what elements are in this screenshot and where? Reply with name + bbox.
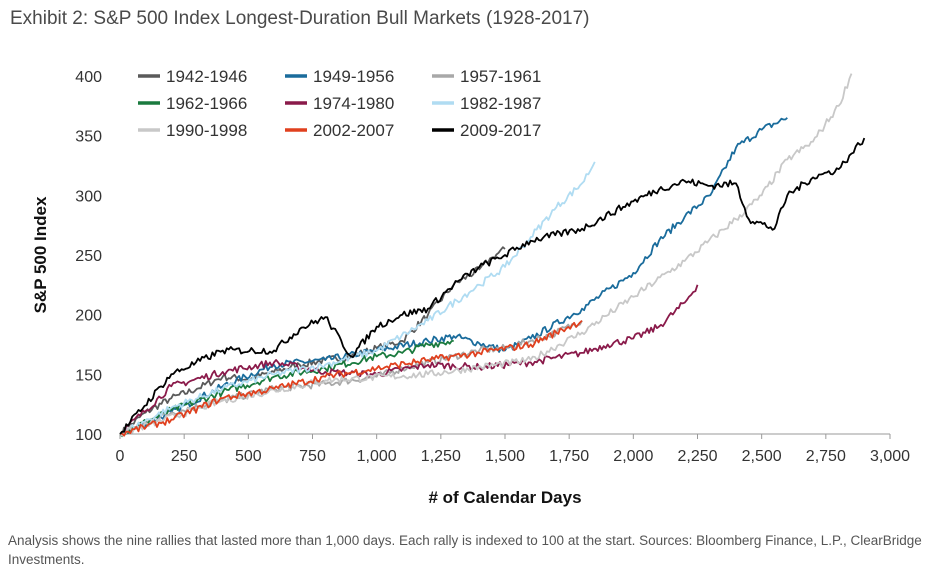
x-tick-label: 1,750 — [549, 448, 589, 465]
series-layer — [119, 73, 866, 438]
legend-label: 1962-1966 — [166, 94, 247, 113]
x-tick-label: 2,250 — [677, 448, 717, 465]
series-line-2002-2007 — [119, 319, 583, 437]
series-line-2009-2017 — [119, 137, 866, 435]
legend-label: 1949-1956 — [313, 67, 394, 86]
y-tick-label: 100 — [75, 427, 102, 444]
series-line-1949-1956 — [119, 117, 788, 436]
series-line-1974-1980 — [119, 284, 699, 436]
legend-label: 1982-1987 — [460, 94, 541, 113]
legend-label: 1957-1961 — [460, 67, 541, 86]
x-tick-label: 0 — [116, 448, 125, 465]
legend-label: 2009-2017 — [460, 121, 541, 140]
legend-label: 1990-1998 — [166, 121, 247, 140]
legend-label: 1974-1980 — [313, 94, 394, 113]
chart-title: Exhibit 2: S&P 500 Index Longest-Duratio… — [10, 8, 590, 29]
axes: 0 250 500 750 1,000 1,250 1,500 1,750 2,000 2,250… — [75, 69, 910, 465]
legend-label: 2002-2007 — [313, 121, 394, 140]
series-line-1957-1961 — [119, 320, 583, 436]
x-tick-label: 2,000 — [613, 448, 653, 465]
chart-canvas: 0 250 500 750 1,000 1,250 1,500 1,750 2,000 2,250… — [31, 67, 910, 507]
x-tick-label: 500 — [235, 448, 262, 465]
series-line-1962-1966 — [119, 340, 454, 438]
y-tick-label: 300 — [75, 188, 102, 205]
y-tick-label: 250 — [75, 248, 102, 265]
y-tick-label: 400 — [75, 69, 102, 86]
x-tick-label: 250 — [171, 448, 198, 465]
y-axis-title: S&P 500 Index — [31, 196, 50, 313]
x-tick-label: 1,250 — [421, 448, 461, 465]
footnote: Analysis shows the nine rallies that las… — [8, 533, 922, 567]
x-tick-label: 2,750 — [806, 448, 846, 465]
x-tick-label: 2,500 — [742, 448, 782, 465]
x-tick-label: 1,000 — [357, 448, 397, 465]
y-tick-label: 350 — [75, 129, 102, 146]
x-tick-label: 750 — [299, 448, 326, 465]
x-tick-label: 1,500 — [485, 448, 525, 465]
legend-label: 1942-1946 — [166, 67, 247, 86]
x-axis-title: # of Calendar Days — [428, 488, 581, 507]
y-tick-label: 150 — [75, 367, 102, 384]
legend: 1942-1946 1949-1956 1957-1961 1962-1966 1974… — [138, 67, 541, 140]
series-line-1982-1987 — [119, 161, 596, 435]
series-line-1990-1998 — [119, 73, 853, 437]
y-tick-label: 200 — [75, 308, 102, 325]
x-tick-label: 3,000 — [870, 448, 910, 465]
